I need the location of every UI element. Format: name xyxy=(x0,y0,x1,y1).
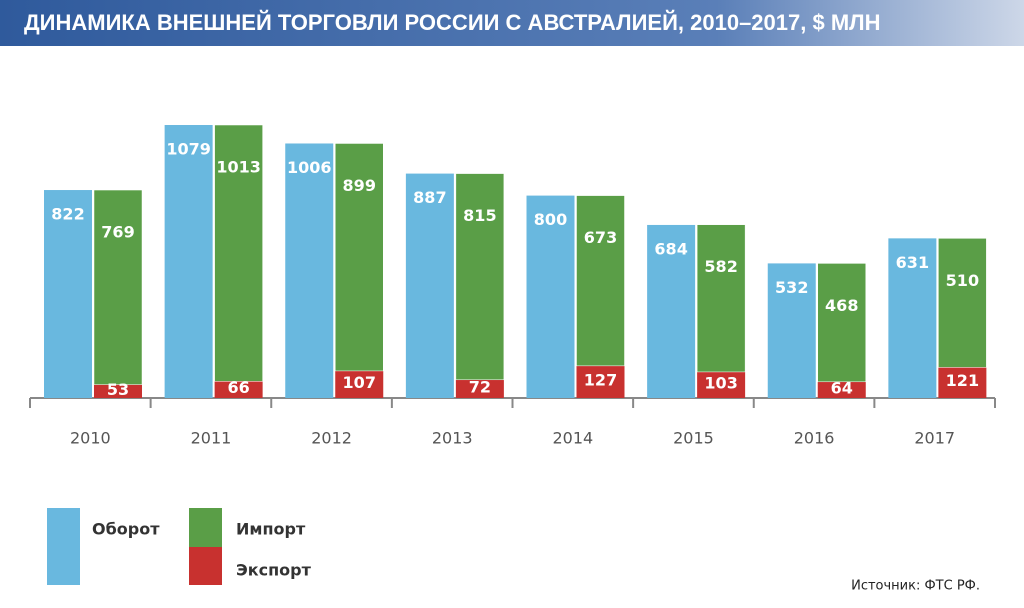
x-tick-label: 2011 xyxy=(191,429,232,448)
bar xyxy=(455,173,505,381)
chart-title: ДИНАМИКА ВНЕШНЕЙ ТОРГОВЛИ РОССИИ С АВСТР… xyxy=(24,10,880,35)
bar xyxy=(817,381,866,398)
bar xyxy=(817,263,866,383)
bar xyxy=(214,124,263,382)
bar xyxy=(938,238,987,368)
value-label: 887 xyxy=(413,188,446,207)
value-label: 66 xyxy=(227,378,249,397)
value-label: 899 xyxy=(343,176,376,195)
bar xyxy=(647,224,696,398)
x-tick-label: 2013 xyxy=(432,429,473,448)
legend-label: Экспорт xyxy=(236,561,312,580)
value-label: 684 xyxy=(654,239,687,258)
value-label: 468 xyxy=(825,296,858,315)
bar xyxy=(696,224,746,373)
bar xyxy=(576,195,625,367)
x-tick-label: 2015 xyxy=(673,429,714,448)
x-tick-label: 2016 xyxy=(794,429,835,448)
value-label: 800 xyxy=(534,210,567,229)
value-label: 532 xyxy=(775,278,808,297)
bar xyxy=(697,371,746,398)
bar xyxy=(455,379,504,398)
x-tick-label: 2010 xyxy=(70,429,111,448)
bar xyxy=(93,189,143,385)
bar xyxy=(285,143,334,398)
legend-swatch xyxy=(189,547,222,585)
value-label: 72 xyxy=(469,377,491,396)
legend-label: Оборот xyxy=(92,520,160,539)
bar xyxy=(94,384,142,398)
bar xyxy=(335,143,384,372)
legend-swatch xyxy=(189,508,222,547)
bar xyxy=(576,365,625,398)
value-label: 1013 xyxy=(216,158,261,177)
value-label: 582 xyxy=(704,257,737,276)
value-label: 822 xyxy=(51,205,84,224)
value-label: 769 xyxy=(101,223,134,242)
value-label: 1079 xyxy=(166,140,211,159)
value-label: 103 xyxy=(704,373,737,392)
bar xyxy=(164,125,213,398)
bar xyxy=(335,370,384,398)
bar xyxy=(767,263,816,398)
bar xyxy=(888,238,937,398)
bar xyxy=(526,195,575,398)
title-bar xyxy=(0,0,1024,46)
source: Источник: ФТС РФ. xyxy=(851,579,980,594)
legend-swatch xyxy=(47,508,80,585)
value-label: 121 xyxy=(946,371,979,390)
bar xyxy=(405,173,454,398)
value-label: 53 xyxy=(107,380,129,399)
bar xyxy=(214,381,263,398)
bar xyxy=(938,367,987,398)
x-tick-label: 2017 xyxy=(914,429,955,448)
legend-label: Импорт xyxy=(236,520,306,539)
value-label: 1006 xyxy=(287,158,332,177)
value-label: 631 xyxy=(896,253,929,272)
value-label: 127 xyxy=(584,370,617,389)
x-tick-label: 2012 xyxy=(311,429,352,448)
value-label: 64 xyxy=(831,378,853,397)
value-label: 107 xyxy=(343,373,376,392)
value-label: 815 xyxy=(463,206,496,225)
x-tick-label: 2014 xyxy=(552,429,593,448)
value-label: 510 xyxy=(946,271,979,290)
bar xyxy=(44,190,92,398)
value-label: 673 xyxy=(584,228,617,247)
